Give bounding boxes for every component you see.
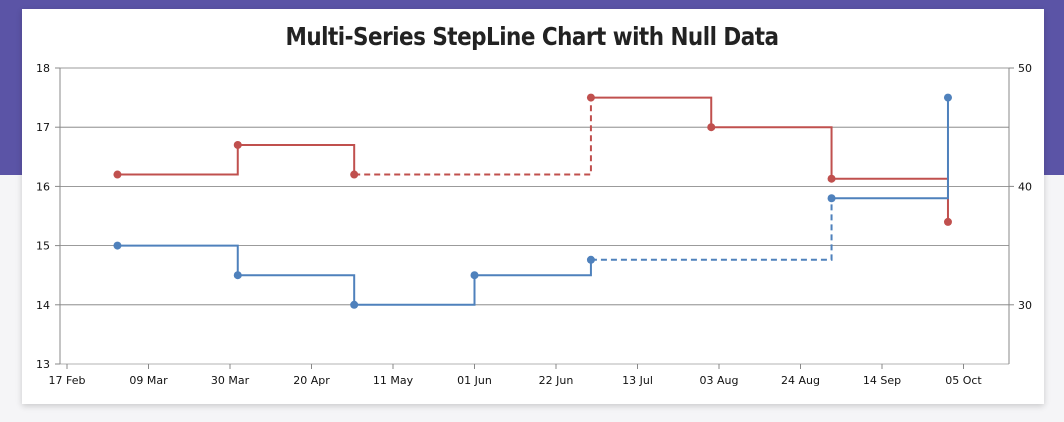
y-tick-label-left: 18 — [36, 62, 50, 75]
y-tick-label-right: 40 — [1018, 180, 1032, 193]
step-segment — [117, 144, 239, 176]
x-tick-label: 14 Sep — [863, 374, 901, 387]
x-tick-label: 05 Oct — [945, 374, 982, 387]
x-tick-label: 03 Aug — [700, 374, 739, 387]
step-segment — [711, 126, 833, 179]
x-tick-label: 22 Jun — [539, 374, 574, 387]
step-segment — [117, 244, 239, 276]
x-tick-label: 30 Mar — [211, 374, 250, 387]
data-point — [233, 271, 242, 280]
step-segment — [474, 259, 592, 277]
x-tick-label: 17 Feb — [49, 374, 86, 387]
x-tick-label: 20 Apr — [293, 374, 330, 387]
step-segment-null-gap — [354, 97, 592, 176]
y-tick-label-right: 50 — [1018, 62, 1032, 75]
data-point — [350, 170, 359, 179]
data-point — [943, 217, 952, 226]
x-tick-label: 13 Jul — [622, 374, 653, 387]
step-segment — [237, 143, 356, 175]
data-point — [827, 174, 836, 183]
data-point — [113, 170, 122, 179]
data-point — [707, 123, 716, 132]
y-tick-label-left: 14 — [36, 299, 50, 312]
data-point — [470, 271, 479, 280]
step-segment-null-gap — [590, 198, 833, 261]
y-tick-label-left: 13 — [36, 358, 50, 371]
chart-card — [22, 9, 1044, 404]
data-point — [350, 300, 359, 309]
y-tick-label-left: 16 — [36, 180, 50, 193]
data-point — [233, 140, 242, 149]
y-tick-label-left: 15 — [36, 240, 50, 253]
data-point — [827, 194, 836, 203]
step-segment — [831, 97, 949, 200]
data-point — [586, 255, 595, 264]
x-tick-label: 09 Mar — [129, 374, 168, 387]
y-tick-label-left: 17 — [36, 121, 50, 134]
step-segment — [237, 274, 356, 305]
x-tick-label: 01 Jun — [457, 374, 492, 387]
step-segment — [590, 96, 713, 128]
step-segment — [831, 177, 949, 222]
data-point — [113, 241, 122, 250]
x-tick-label: 24 Aug — [781, 374, 820, 387]
x-tick-label: 11 May — [373, 374, 414, 387]
step-segment — [354, 275, 476, 306]
chart-title: Multi-Series StepLine Chart with Null Da… — [285, 22, 779, 51]
y-tick-label-right: 30 — [1018, 299, 1032, 312]
data-point — [586, 93, 595, 102]
data-point — [943, 93, 952, 102]
